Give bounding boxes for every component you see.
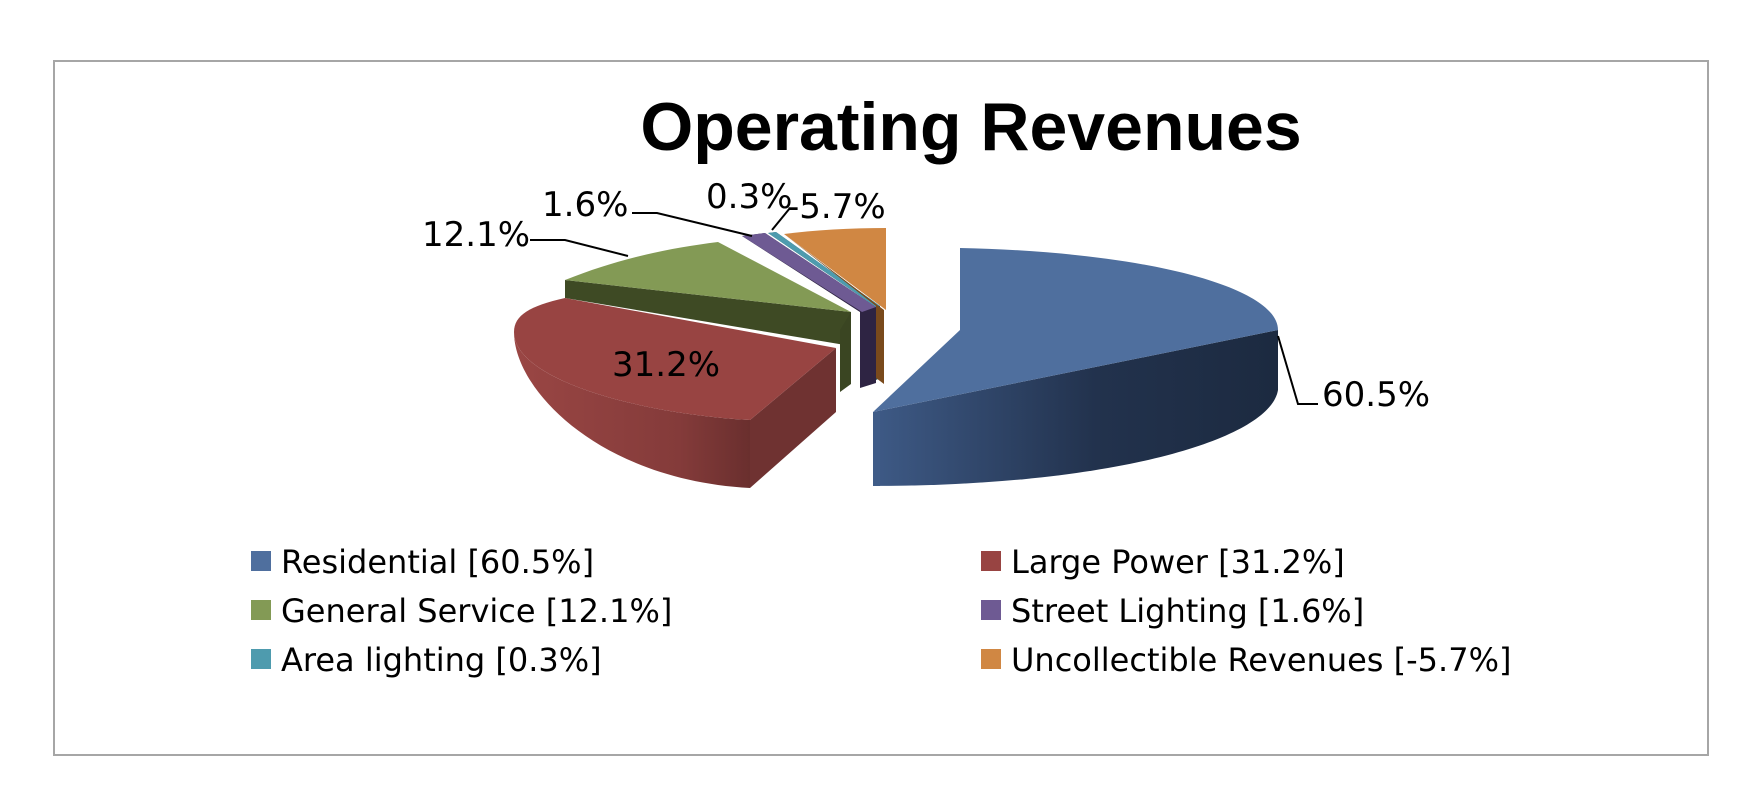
legend-swatch <box>981 649 1001 669</box>
slice-uncollectible-revenues[interactable] <box>784 228 886 384</box>
legend: Residential [60.5%] Large Power [31.2%] … <box>251 543 1511 679</box>
legend-label: Street Lighting [1.6%] <box>1011 592 1364 630</box>
label-area-lighting: 0.3% <box>706 177 792 217</box>
legend-swatch <box>251 600 271 620</box>
legend-swatch <box>981 551 1001 571</box>
label-street-lighting: 1.6% <box>542 185 628 225</box>
legend-label: Large Power [31.2%] <box>1011 543 1345 581</box>
legend-item-large-power[interactable]: Large Power [31.2%] <box>981 543 1345 581</box>
legend-item-area-lighting[interactable]: Area lighting [0.3%] <box>251 641 602 679</box>
slice-area-lighting[interactable] <box>768 232 880 380</box>
leader-area-lighting <box>771 207 791 231</box>
legend-item-residential[interactable]: Residential [60.5%] <box>251 543 594 581</box>
label-residential: 60.5% <box>1322 375 1430 415</box>
label-general-service: 12.1% <box>422 215 530 255</box>
slice-street-lighting[interactable] <box>742 233 876 388</box>
leader-general-service <box>530 239 629 257</box>
legend-swatch <box>251 649 271 669</box>
label-large-power: 31.2% <box>612 345 720 385</box>
legend-item-uncollectible-revenues[interactable]: Uncollectible Revenues [-5.7%] <box>981 641 1511 679</box>
slice-residential[interactable] <box>873 248 1278 486</box>
legend-label: Uncollectible Revenues [-5.7%] <box>1011 641 1511 679</box>
chart-title: Operating Revenues <box>640 89 1301 165</box>
legend-label: Residential [60.5%] <box>281 543 594 581</box>
label-uncollectible-revenues: -5.7% <box>787 187 886 227</box>
legend-item-general-service[interactable]: General Service [12.1%] <box>251 592 672 630</box>
leader-residential <box>1277 335 1318 405</box>
legend-label: Area lighting [0.3%] <box>281 641 602 679</box>
legend-swatch <box>251 551 271 571</box>
legend-label: General Service [12.1%] <box>281 592 672 630</box>
slice-large-power[interactable] <box>514 298 836 488</box>
leader-street-lighting <box>632 212 753 237</box>
slice-general-service[interactable] <box>565 242 851 392</box>
legend-swatch <box>981 600 1001 620</box>
legend-item-street-lighting[interactable]: Street Lighting [1.6%] <box>981 592 1364 630</box>
